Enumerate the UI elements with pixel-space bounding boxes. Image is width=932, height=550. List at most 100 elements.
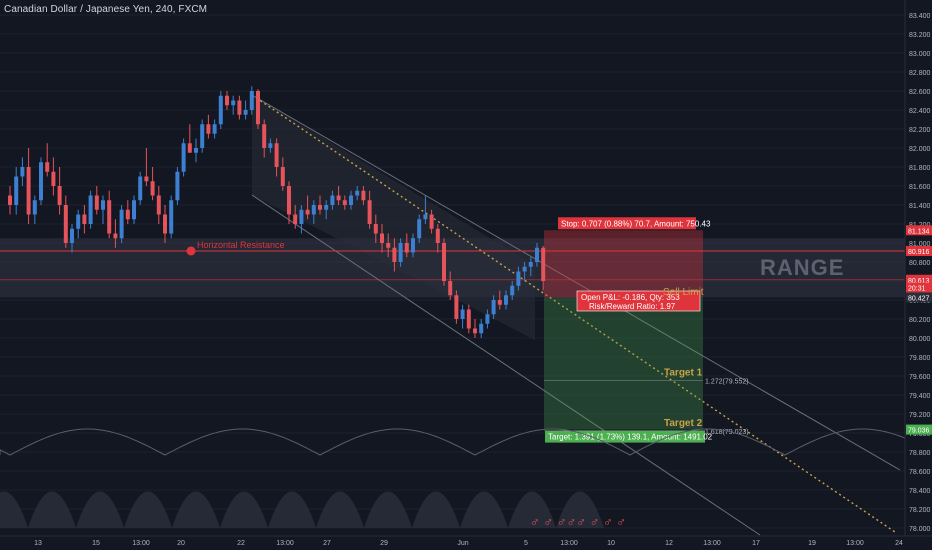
candle-body[interactable] [510,285,515,296]
candle-body[interactable] [541,247,546,281]
candle-body[interactable] [355,190,360,196]
candle-body[interactable] [212,124,217,134]
candle-body[interactable] [435,228,440,243]
resistance-marker[interactable] [186,246,196,256]
candle-body[interactable] [125,209,130,220]
candle-body[interactable] [26,167,31,215]
candle-body[interactable] [268,143,273,148]
candle-body[interactable] [243,110,248,115]
candle-body[interactable] [349,195,353,206]
candle-body[interactable] [163,214,167,234]
candle-body[interactable] [311,205,316,215]
candle-body[interactable] [206,124,211,134]
candle-body[interactable] [144,176,149,182]
candle-body[interactable] [169,200,174,234]
candle-body[interactable] [88,195,93,225]
fib-target-label: Target 2 [664,418,703,429]
candle-body[interactable] [367,200,372,224]
candle-body[interactable] [535,247,539,262]
stop-zone[interactable] [544,230,703,298]
candle-body[interactable] [63,205,68,243]
candle-body[interactable] [200,124,205,148]
candle-body[interactable] [237,100,242,115]
candle-body[interactable] [287,186,291,215]
candle-body[interactable] [218,95,223,125]
candle-body[interactable] [336,195,341,201]
candle-body[interactable] [417,219,422,239]
candle-body[interactable] [113,233,118,239]
candle-body[interactable] [318,205,322,210]
fib-target-label: Target 1 [664,368,703,379]
candle-body[interactable] [225,95,229,106]
candle-body[interactable] [299,209,304,224]
candle-body[interactable] [522,266,527,272]
candle-body[interactable] [150,181,155,196]
candle-body[interactable] [423,214,428,220]
candle-body[interactable] [156,195,161,215]
candle-body[interactable] [392,247,397,262]
candle-body[interactable] [231,100,236,106]
candle-body[interactable] [411,238,415,253]
candle-body[interactable] [249,91,254,110]
candle-body[interactable] [20,167,25,177]
candle-body[interactable] [119,209,124,239]
candle-body[interactable] [274,143,279,167]
candle-body[interactable] [404,243,409,253]
target-zone[interactable] [544,297,703,430]
candle-body[interactable] [442,243,446,281]
candle-body[interactable] [101,200,105,210]
candle-body[interactable] [305,209,310,215]
y-tick-label: 80.000 [909,336,931,343]
y-tick-label: 81.600 [909,184,931,191]
candle-body[interactable] [448,281,453,296]
candle-body[interactable] [342,200,347,205]
candle-body[interactable] [473,328,477,334]
candle-body[interactable] [76,214,81,229]
candle-body[interactable] [516,271,521,286]
candle-body[interactable] [330,195,335,206]
candle-body[interactable] [45,162,50,172]
candle-body[interactable] [194,148,198,153]
candle-body[interactable] [380,233,384,244]
y-tick-label: 79.600 [909,374,931,381]
candle-body[interactable] [256,91,260,125]
candle-body[interactable] [361,190,366,201]
candle-body[interactable] [504,295,508,305]
x-tick-label: 13:00 [276,540,294,547]
candle-body[interactable] [497,300,502,305]
candle-body[interactable] [324,205,329,210]
pnl-line-1: Open P&L: -0.186, Qty: 353 [581,293,680,302]
candle-body[interactable] [39,162,43,201]
candle-body[interactable] [8,195,12,206]
candle-body[interactable] [70,228,74,243]
candle-body[interactable] [479,323,484,334]
candle-body[interactable] [175,171,180,201]
candle-body[interactable] [51,171,56,186]
candle-body[interactable] [398,243,403,262]
candle-body[interactable] [491,300,496,315]
y-tick-label: 81.000 [909,241,931,248]
candle-body[interactable] [262,124,267,148]
candle-body[interactable] [429,214,434,229]
candle-body[interactable] [57,186,62,205]
x-tick-label: 24 [895,540,903,547]
candle-body[interactable] [82,214,87,225]
candle-body[interactable] [132,200,136,220]
candle-body[interactable] [460,309,465,320]
candle-body[interactable] [14,176,19,206]
candle-body[interactable] [293,214,298,225]
candle-body[interactable] [386,243,391,248]
candle-body[interactable] [187,143,192,153]
candle-body[interactable] [485,314,490,324]
candle-body[interactable] [94,195,99,210]
candle-body[interactable] [280,167,285,186]
candle-body[interactable] [32,200,37,215]
candle-body[interactable] [138,176,143,201]
candle-body[interactable] [528,262,533,267]
candle-body[interactable] [466,309,471,329]
candle-body[interactable] [181,143,186,172]
candle-body[interactable] [107,200,112,234]
candle-body[interactable] [454,295,459,319]
candle-body[interactable] [373,224,378,234]
